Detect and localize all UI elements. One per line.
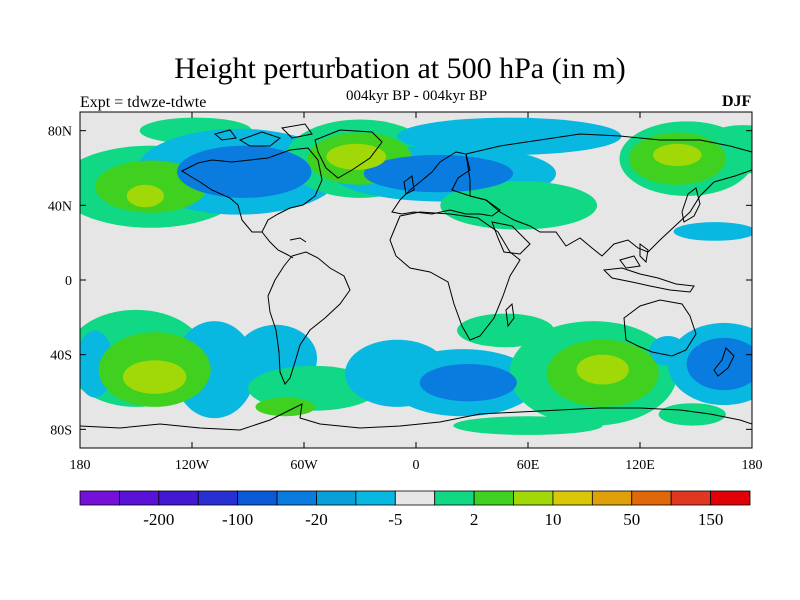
colorbar-swatch	[631, 490, 672, 506]
colorbar-swatch	[434, 490, 475, 506]
coastline-new-zealand	[713, 347, 735, 377]
colorbar-swatch	[158, 490, 199, 506]
coastline-indonesia	[602, 243, 695, 293]
colorbar-swatch	[197, 490, 239, 506]
contour-region	[255, 397, 316, 417]
colorbar-label: -5	[388, 510, 402, 529]
colorbar-label: 2	[470, 510, 479, 529]
lat-tick-label: 80N	[48, 125, 72, 140]
colorbar: -200 -100 -20 -5 2 10 50 150	[79, 490, 751, 529]
lon-tick-label: 120E	[625, 458, 655, 473]
colorbar-swatch	[316, 490, 357, 506]
contour-region	[457, 313, 555, 348]
coastline-africa	[389, 211, 521, 341]
colorbar-label: -100	[222, 510, 253, 529]
colorbar-swatch	[552, 490, 593, 506]
contour-region	[673, 222, 752, 241]
coastline-europe	[391, 151, 501, 217]
coastline-central-america	[261, 231, 307, 259]
colorbar-swatch	[710, 490, 751, 506]
colorbar-label: -200	[143, 510, 174, 529]
contour-region	[363, 154, 514, 193]
colorbar-swatch	[276, 490, 317, 506]
colorbar-label: -20	[305, 510, 328, 529]
coastline-greenland	[314, 129, 383, 179]
lat-tick-label: 40S	[50, 349, 72, 364]
colorbar-label: 10	[544, 510, 561, 529]
colorbar-swatch	[355, 490, 396, 506]
lon-tick-label: 180	[742, 458, 763, 473]
coastline-arctic-islands	[213, 123, 313, 147]
colorbar-swatch	[394, 490, 436, 506]
coastline-australia	[623, 299, 697, 357]
colorbar-label: 50	[623, 510, 640, 529]
plot-title: Height perturbation at 500 hPa (in m)	[174, 52, 626, 85]
contour-region	[653, 143, 702, 167]
contour-region	[658, 403, 726, 426]
lon-tick-label: 60W	[290, 458, 318, 473]
contour-region	[453, 416, 603, 435]
contour-region	[419, 364, 517, 402]
contour-region	[576, 354, 629, 385]
coastline-arabia	[491, 221, 531, 255]
colorbar-swatch	[513, 490, 554, 506]
lon-tick-label: 60E	[517, 458, 540, 473]
colorbar-swatch	[670, 490, 711, 506]
coastline-layer	[80, 123, 752, 431]
plot-subtitle: 004kyr BP - 004kyr BP	[345, 88, 488, 104]
lat-tick-label: 0	[65, 274, 72, 289]
coastline-japan	[681, 187, 701, 223]
colorbar-swatch	[79, 490, 120, 506]
coastline-south-america	[267, 251, 351, 385]
contour-region	[326, 143, 387, 170]
lon-tick-label: 0	[413, 458, 420, 473]
axes-layer: 80N 40N 0 40S 80S 180 120W 60W 0 60E 120E 180	[48, 112, 763, 473]
contour-region	[649, 336, 687, 366]
season-label: DJF	[722, 93, 752, 110]
experiment-label: Expt = tdwze-tdwte	[80, 94, 207, 111]
colorbar-swatch	[119, 490, 160, 506]
contour-fill-layer	[80, 117, 752, 435]
lat-tick-label: 80S	[50, 423, 72, 438]
coastline-north-america	[180, 147, 323, 233]
lat-tick-label: 40N	[48, 199, 72, 214]
lon-tick-label: 120W	[175, 458, 210, 473]
colorbar-swatch	[237, 490, 278, 506]
contour-region	[397, 117, 622, 155]
contour-region	[126, 184, 164, 208]
coastline-antarctica	[80, 403, 752, 431]
colorbar-swatch	[473, 490, 514, 506]
contour-region	[177, 145, 312, 198]
coastline-madagascar	[505, 302, 515, 328]
colorbar-label: 150	[698, 510, 724, 529]
contour-region	[686, 337, 752, 391]
coastline-britain	[403, 175, 415, 195]
contour-region	[122, 360, 187, 394]
colorbar-swatch	[591, 490, 633, 506]
lon-tick-label: 180	[70, 458, 91, 473]
contour-region	[440, 181, 598, 230]
